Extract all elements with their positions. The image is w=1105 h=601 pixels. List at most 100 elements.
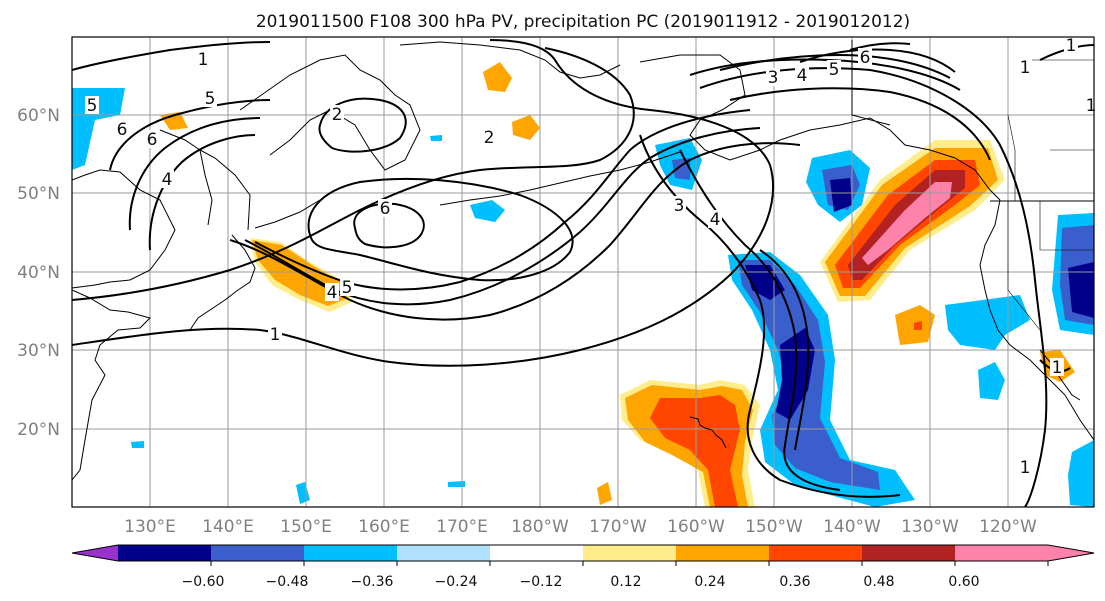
colorbar-tick-label: −0.12 — [520, 574, 563, 590]
contour-label: 3 — [674, 196, 685, 216]
lon-label: 140°W — [823, 517, 881, 537]
colorbar-tick-label: 0.36 — [779, 574, 810, 590]
longitude-labels: 130°E 140°E 150°E 160°E 170°E 180°W 170°… — [124, 517, 1037, 537]
lat-label: 20°N — [17, 420, 60, 440]
precip-blob-mexico-lightblue — [1068, 440, 1094, 507]
coast-sakhalin — [199, 149, 213, 226]
precip-blob-hawaii-small — [597, 482, 612, 505]
contour-siberia-6 — [128, 117, 261, 231]
contour-siberia-5 — [109, 99, 271, 171]
coast-baja — [1039, 349, 1081, 401]
lat-label: 40°N — [17, 263, 60, 283]
contour-label: 1 — [1052, 358, 1063, 378]
contour-trough-5 — [759, 249, 810, 451]
precip-blob-west-lightblue — [945, 295, 1030, 350]
colorbar-tick-label: 0.24 — [694, 574, 725, 590]
colorbar: −0.60 −0.48 −0.36 −0.24 −0.12 0.12 0.24 … — [71, 544, 1095, 590]
contour-label: 6 — [860, 48, 871, 68]
border-states-2 — [1039, 201, 1094, 251]
precip-blob-ca-red — [914, 321, 922, 330]
coast-hawaii — [689, 416, 727, 449]
contour-trough-4 — [679, 149, 841, 491]
colorbar-segment — [583, 545, 677, 561]
contour-label: 6 — [147, 130, 158, 150]
gridlines — [72, 37, 1094, 507]
precip-speck-1 — [131, 441, 144, 448]
contour-label: 6 — [117, 120, 128, 140]
colorbar-tick-label: 0.48 — [863, 574, 894, 590]
contour-6-closed — [307, 177, 574, 282]
contour-label: 4 — [162, 170, 173, 190]
contour-label: 1 — [1020, 58, 1031, 78]
chart-title: 2019011500 F108 300 hPa PV, precipitatio… — [256, 12, 910, 32]
contour-ak-4 — [719, 53, 951, 79]
lon-label: 160°E — [358, 517, 410, 537]
coast-kurils — [254, 199, 321, 229]
contour-label: 5 — [205, 89, 216, 109]
contour-label: 2 — [332, 105, 343, 125]
contour-ridge-2 — [729, 87, 991, 161]
contour-siberia-1 — [72, 41, 271, 71]
lon-label: 170°W — [589, 517, 647, 537]
contour-label: 1 — [1086, 96, 1097, 116]
contour-label: 4 — [797, 66, 808, 86]
border-states-1 — [1007, 201, 1041, 331]
contour-label: 1 — [198, 50, 209, 70]
map-panel: 1 5 6 6 4 2 6 2 3 4 5 6 1 4 — [71, 36, 1098, 508]
coast-kamchatka — [239, 54, 421, 171]
contour-label: 6 — [380, 199, 391, 219]
colorbar-tick-label: −0.48 — [266, 574, 309, 590]
map-frame — [71, 36, 1095, 508]
contour-label: 4 — [710, 210, 721, 230]
lon-label: 140°E — [202, 517, 254, 537]
contour-label: 4 — [327, 283, 338, 303]
precip-blob-hawaii-red — [650, 395, 740, 507]
lon-label: 130°E — [124, 517, 176, 537]
precip-shading — [72, 62, 1094, 507]
contour-labels: 1 5 6 6 4 2 6 2 3 4 5 6 1 4 — [85, 36, 1098, 478]
contour-label: 2 — [484, 128, 495, 148]
coast-siberia-west — [72, 169, 176, 289]
contour-2-main — [72, 47, 635, 301]
precip-blob-goa-navy — [830, 178, 852, 212]
precip-speck-4 — [430, 135, 442, 141]
lon-label: 150°W — [745, 517, 803, 537]
colorbar-segment — [862, 545, 956, 561]
colorbar-tick-labels: −0.60 −0.48 −0.36 −0.24 −0.12 0.12 0.24 … — [182, 574, 980, 590]
contour-siberia-4 — [148, 134, 256, 251]
lat-label: 50°N — [17, 184, 60, 204]
lat-label: 60°N — [17, 106, 60, 126]
colorbar-ticks — [210, 561, 1049, 566]
precip-blob-mid-blue — [470, 200, 505, 222]
contour-label: 1 — [1020, 458, 1031, 478]
colorbar-segment — [211, 545, 305, 561]
colorbar-segment — [118, 545, 212, 561]
precip-blob-kamchatka — [483, 62, 512, 92]
coast-east-asia — [72, 289, 151, 481]
colorbar-tick-label: −0.60 — [182, 574, 225, 590]
contour-label: 5 — [87, 96, 98, 116]
colorbar-tick-label: −0.24 — [435, 574, 478, 590]
precip-speck-3 — [448, 481, 465, 487]
latitude-labels: 60°N 50°N 40°N 30°N 20°N — [17, 106, 60, 440]
contour-trough-3 — [639, 134, 901, 498]
lat-label: 30°N — [17, 341, 60, 361]
lon-label: 130°W — [901, 517, 959, 537]
contour-label: 1 — [270, 325, 281, 345]
colorbar-extend-low — [72, 545, 118, 561]
contour-label: 5 — [342, 278, 353, 298]
colorbar-segment — [769, 545, 863, 561]
coast-chukotka — [399, 41, 621, 79]
colorbar-segments — [118, 545, 1049, 561]
precip-blob-rockies-navy — [1068, 262, 1094, 318]
colorbar-outline — [71, 544, 1095, 562]
lon-label: 170°E — [436, 517, 488, 537]
lon-label: 120°W — [979, 517, 1037, 537]
lon-label: 160°W — [667, 517, 725, 537]
colorbar-segment — [490, 545, 584, 561]
colorbar-tick-label: −0.36 — [351, 574, 394, 590]
colorbar-segment — [397, 545, 491, 561]
contour-label: 3 — [768, 68, 779, 88]
coast-okhotsk — [159, 129, 251, 231]
colorbar-tick-label: 0.12 — [610, 574, 641, 590]
